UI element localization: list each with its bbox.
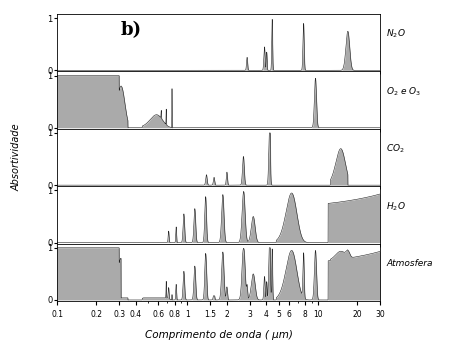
Text: CO$_2$: CO$_2$ [387,143,405,155]
Text: Atmosfera: Atmosfera [387,259,433,268]
Text: Comprimento de onda ( μm): Comprimento de onda ( μm) [144,329,293,340]
Text: Absortividade: Absortividade [11,124,22,191]
Text: H$_2$O: H$_2$O [387,200,406,212]
Text: O$_2$ e O$_3$: O$_2$ e O$_3$ [387,85,422,98]
Text: N$_2$O: N$_2$O [387,28,406,40]
Text: b): b) [121,21,142,39]
